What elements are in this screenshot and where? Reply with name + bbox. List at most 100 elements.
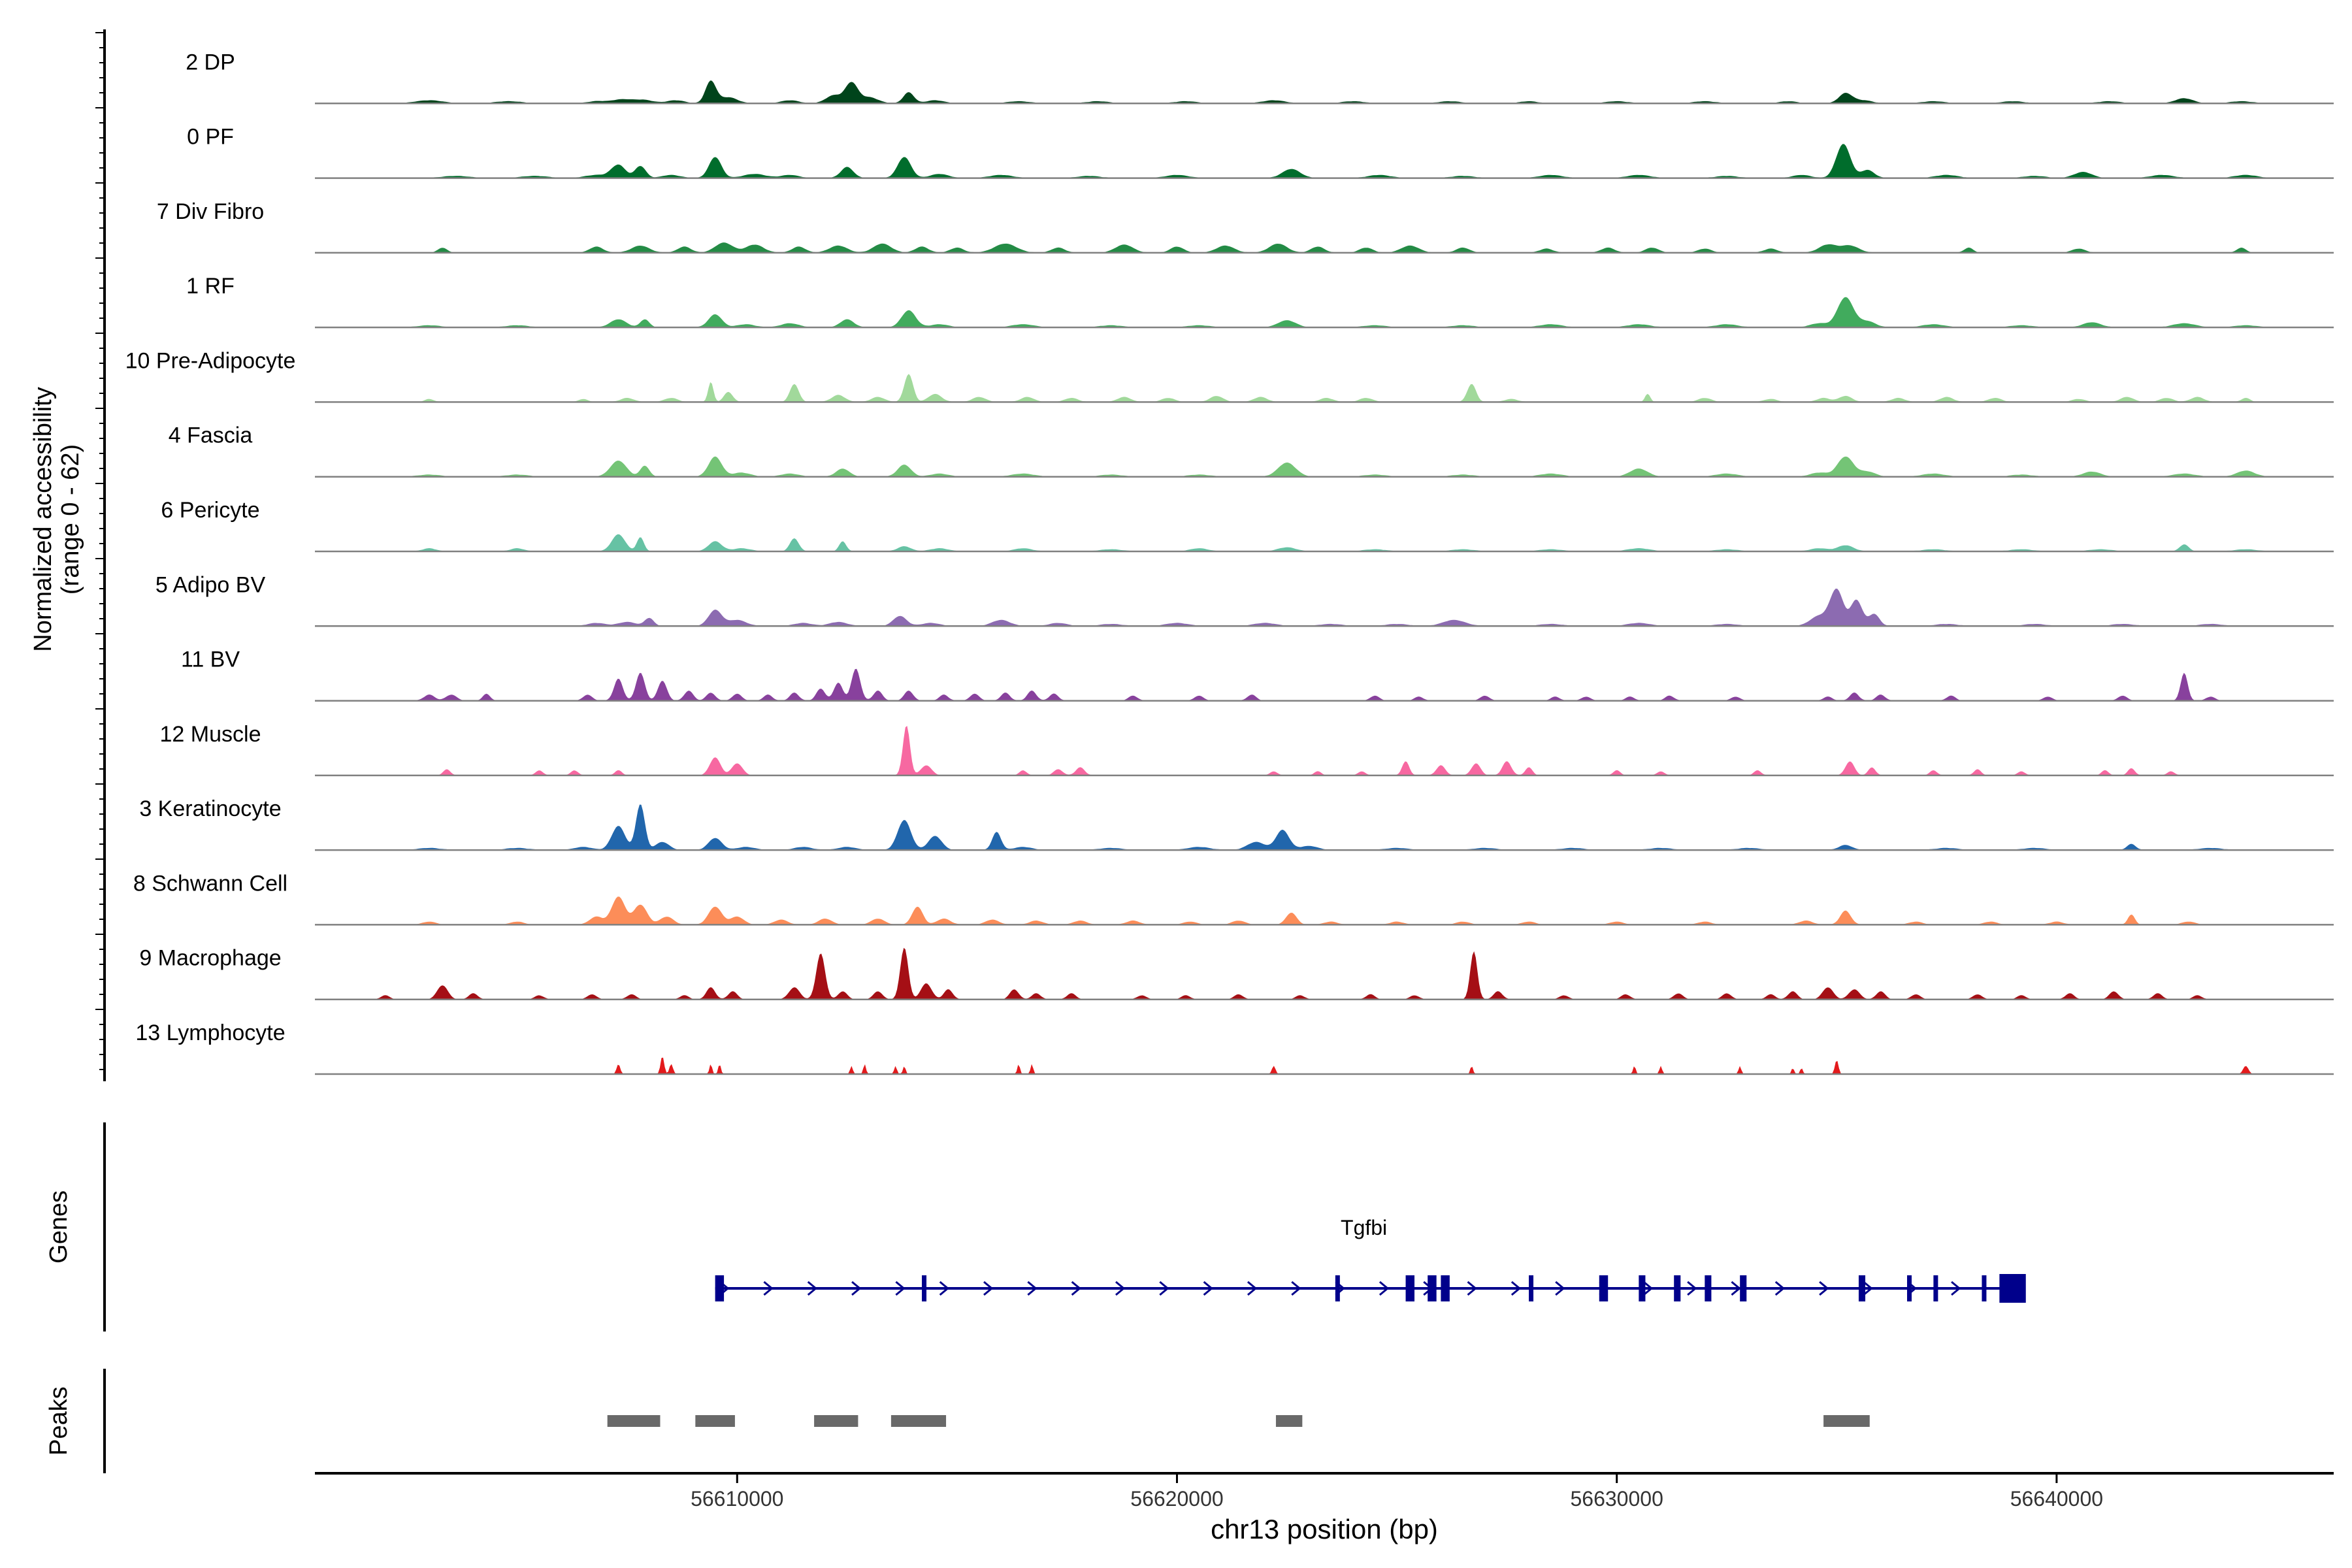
gene-exon [1529, 1275, 1534, 1301]
strand-arrow [1379, 1281, 1390, 1296]
gene-exon [1428, 1275, 1437, 1301]
track-11-bv: 11 BV [181, 647, 2334, 702]
coverage-area [315, 588, 2334, 627]
y-axis-ticks [95, 32, 105, 1070]
coverage-area [315, 374, 2334, 402]
track-label: 2 DP [186, 50, 235, 74]
track-label: 4 Fascia [169, 423, 253, 448]
peak-region [890, 1415, 947, 1427]
track-label: 12 Muscle [160, 722, 261, 747]
track-0-pf: 0 PF [187, 125, 2334, 179]
gene-exon [1674, 1275, 1681, 1301]
strand-arrow [1115, 1281, 1126, 1296]
track-7-div-fibro: 7 Div Fibro [157, 199, 2334, 254]
strand-arrow [1731, 1281, 1741, 1296]
gene-exon [715, 1275, 725, 1301]
gene-exon [1705, 1275, 1712, 1301]
coverage-area [315, 896, 2334, 925]
track-1-rf: 1 RF [186, 274, 2334, 329]
track-9-macrophage: 9 Macrophage [139, 946, 2334, 1000]
track-label: 7 Div Fibro [157, 199, 264, 224]
peak-region [607, 1415, 661, 1427]
strand-arrow [895, 1281, 906, 1296]
strand-arrow [1291, 1281, 1301, 1296]
track-label: 1 RF [186, 274, 235, 299]
gene-exon [1639, 1275, 1646, 1301]
peak-region [695, 1415, 735, 1427]
strand-arrow [939, 1281, 950, 1296]
track-5-adipo-bv: 5 Adipo BV [155, 572, 2334, 627]
track-2-dp: 2 DP [186, 50, 2334, 105]
coverage-area [315, 668, 2334, 701]
strand-arrow [1027, 1281, 1037, 1296]
strand-arrow [1774, 1281, 1786, 1296]
x-tick-label: 56610000 [691, 1487, 783, 1511]
track-label: 8 Schwann Cell [133, 871, 287, 896]
x-tick-label: 56640000 [2010, 1487, 2103, 1511]
gene-label-tgfbi: Tgfbi [1341, 1216, 1387, 1239]
track-13-lymphocyte: 13 Lymphocyte [135, 1021, 2334, 1075]
y-axis-title-line2: (range 0 - 62) [57, 444, 84, 595]
track-6-pericyte: 6 Pericyte [161, 498, 2334, 553]
strand-arrow [1642, 1281, 1654, 1296]
track-label: 10 Pre-Adipocyte [125, 348, 296, 373]
track-12-muscle: 12 Muscle [160, 722, 2334, 777]
coverage-area [315, 804, 2334, 851]
x-tick-label: 56620000 [1130, 1487, 1223, 1511]
gene-exon [1858, 1275, 1866, 1301]
gene-exon [922, 1275, 927, 1301]
strand-arrow [1555, 1281, 1565, 1296]
track-label: 9 Macrophage [139, 946, 281, 971]
genes-panel-label: Genes [45, 1190, 73, 1264]
track-label: 0 PF [187, 125, 234, 150]
peaks-panel-label: Peaks [45, 1386, 73, 1456]
coverage-area [315, 534, 2334, 551]
strand-arrow [807, 1281, 818, 1296]
gene-exon [1599, 1275, 1609, 1301]
strand-arrow [1467, 1281, 1477, 1296]
strand-arrow [763, 1281, 774, 1296]
peak-region [1275, 1415, 1303, 1427]
strand-arrow [1247, 1281, 1258, 1296]
gene-exon [1906, 1275, 1912, 1301]
strand-arrow [983, 1281, 994, 1296]
track-4-fascia: 4 Fascia [169, 423, 2334, 478]
gene-exon [1740, 1275, 1747, 1301]
coverage-area [315, 456, 2334, 477]
x-axis-title: chr13 position (bp) [1211, 1514, 1438, 1544]
strand-arrow [1863, 1281, 1873, 1296]
gene-exon [1982, 1275, 1987, 1301]
strand-arrow [851, 1281, 862, 1296]
strand-arrow [1819, 1281, 1829, 1296]
gene-exon [1933, 1275, 1938, 1301]
strand-arrow [1511, 1281, 1522, 1296]
gene-exon [1335, 1275, 1340, 1301]
gene-exon [1999, 1274, 2026, 1303]
peak-regions [607, 1415, 1870, 1427]
strand-arrow [1203, 1281, 1213, 1296]
strand-arrow [1951, 1281, 1961, 1296]
strand-arrow [1159, 1281, 1169, 1296]
peak-region [814, 1415, 858, 1427]
x-tick-label: 56630000 [1570, 1487, 1663, 1511]
coverage-area [315, 242, 2334, 253]
y-axis-title-line1: Normalized accessibility [29, 387, 57, 651]
track-label: 11 BV [181, 647, 240, 672]
coverage-area [315, 726, 2334, 776]
strand-arrow [1071, 1281, 1081, 1296]
track-label: 13 Lymphocyte [135, 1021, 285, 1045]
coverage-area [315, 144, 2334, 178]
track-3-keratinocyte: 3 Keratinocyte [139, 796, 2334, 851]
track-10-pre-adipocyte: 10 Pre-Adipocyte [125, 348, 2334, 403]
gene-exon [1405, 1275, 1415, 1301]
accessibility-tracks: 2 DP 0 PF 7 Div Fibro 1 RF 10 Pre-Adipocyte 4… [125, 50, 2334, 1075]
track-label: 3 Keratinocyte [139, 796, 281, 821]
x-axis-ticks: 56610000 56620000 56630000 56640000 [691, 1473, 2103, 1511]
coverage-area [315, 947, 2334, 1000]
strand-arrow [1687, 1281, 1697, 1296]
track-label: 5 Adipo BV [155, 572, 266, 597]
gene-exon [1441, 1275, 1450, 1301]
track-label: 6 Pericyte [161, 498, 259, 523]
